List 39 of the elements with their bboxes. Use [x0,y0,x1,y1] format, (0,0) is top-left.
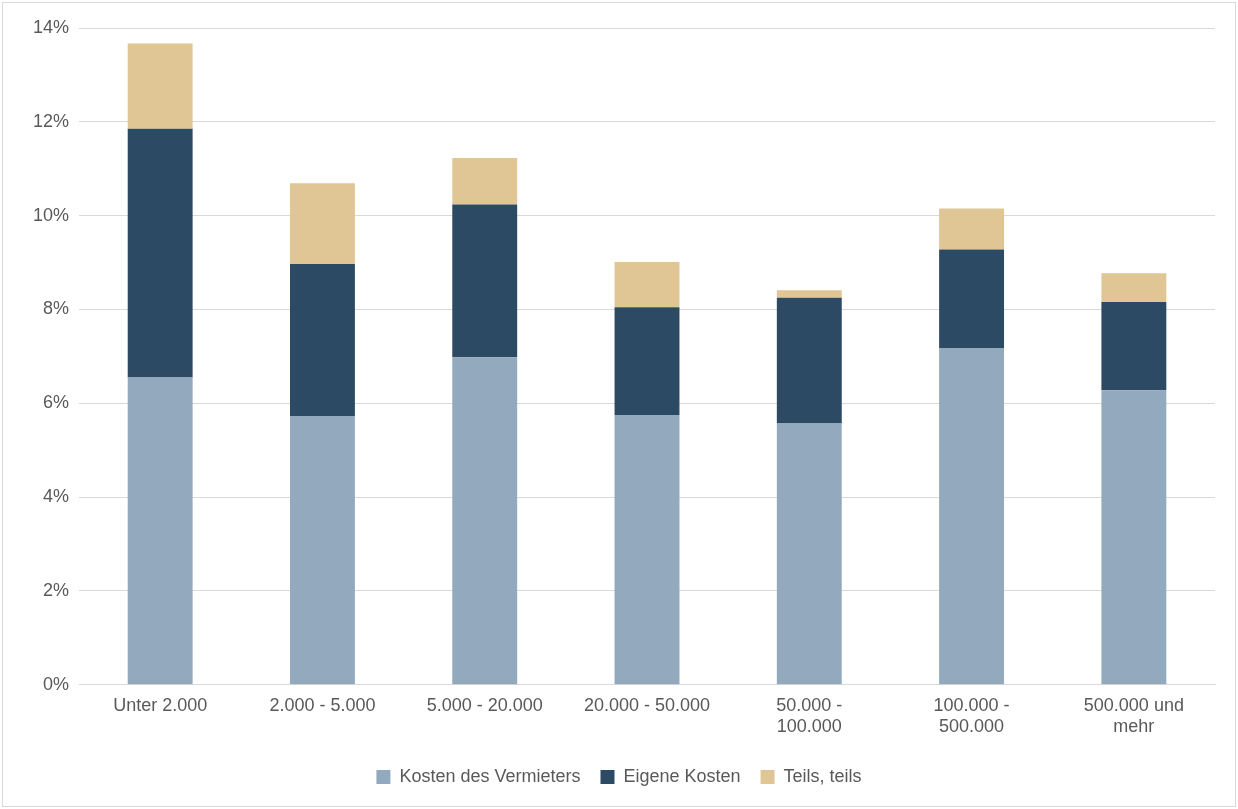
x-tick-label: Unter 2.000 [113,694,208,715]
bar [289,415,355,685]
bar [452,204,518,358]
y-tick-label: 4% [43,486,70,507]
legend-label: Eigene Kosten [623,765,741,786]
x-tick-label: 100.000 - 500.000 [933,694,1010,737]
legend-label: Kosten des Vermieters [399,765,581,786]
x-tick-label: 50.000 - 100.000 [776,694,843,737]
bar [939,249,1005,348]
bar [614,262,680,308]
bar [776,290,842,298]
bar [127,377,193,685]
y-tick-label: 10% [33,204,70,225]
bar [127,43,193,129]
x-tick-label: 2.000 - 5.000 [269,694,376,715]
bar [939,208,1005,250]
y-tick-label: 14% [33,16,70,37]
y-tick-label: 2% [43,579,70,600]
y-tick-label: 6% [43,392,70,413]
bar [127,128,193,378]
bar [776,423,842,685]
bar [1101,301,1167,391]
x-tick-label: 5.000 - 20.000 [426,694,543,715]
bar [939,347,1005,685]
y-tick-label: 0% [43,673,70,694]
legend-label: Teils, teils [783,765,862,786]
bar [776,297,842,424]
y-tick-label: 8% [43,298,70,319]
x-tick-label: 500.000 und mehr [1083,694,1184,737]
bar [1101,390,1167,685]
bar [452,157,518,205]
bar [289,263,355,416]
bar [614,415,680,685]
y-tick-label: 12% [33,110,70,131]
x-tick-label: 20.000 - 50.000 [583,694,711,715]
bar [452,357,518,685]
bar [289,183,355,264]
bar [1101,273,1167,302]
bar [614,307,680,416]
